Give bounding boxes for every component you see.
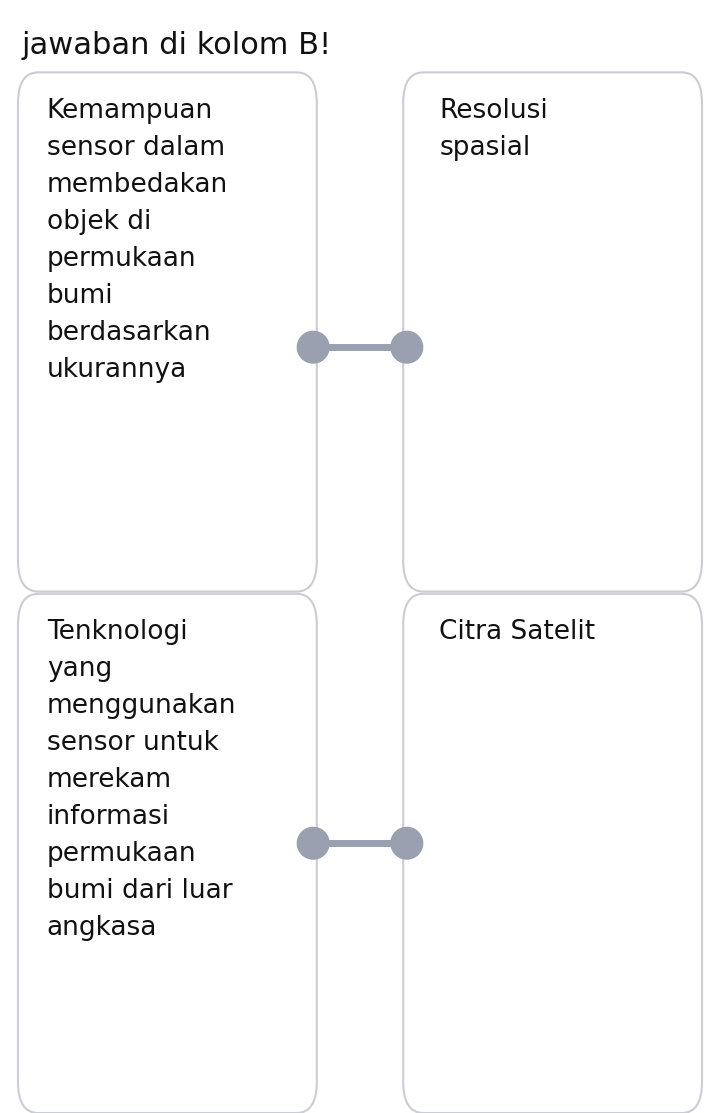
Text: Kemampuan
sensor dalam
membedakan
objek di
permukaan
bumi
berdasarkan
ukurannya: Kemampuan sensor dalam membedakan objek … <box>47 98 228 383</box>
Text: Citra Satelit: Citra Satelit <box>439 619 595 646</box>
Text: jawaban di kolom B!: jawaban di kolom B! <box>22 31 332 60</box>
Ellipse shape <box>391 827 423 859</box>
Ellipse shape <box>297 332 329 363</box>
FancyBboxPatch shape <box>403 593 702 1113</box>
FancyBboxPatch shape <box>18 593 317 1113</box>
Text: Resolusi
spasial: Resolusi spasial <box>439 98 548 161</box>
FancyBboxPatch shape <box>403 72 702 591</box>
Text: Tenknologi
yang
menggunakan
sensor untuk
merekam
informasi
permukaan
bumi dari l: Tenknologi yang menggunakan sensor untuk… <box>47 619 236 942</box>
FancyBboxPatch shape <box>18 72 317 591</box>
Ellipse shape <box>391 332 423 363</box>
Ellipse shape <box>297 827 329 859</box>
